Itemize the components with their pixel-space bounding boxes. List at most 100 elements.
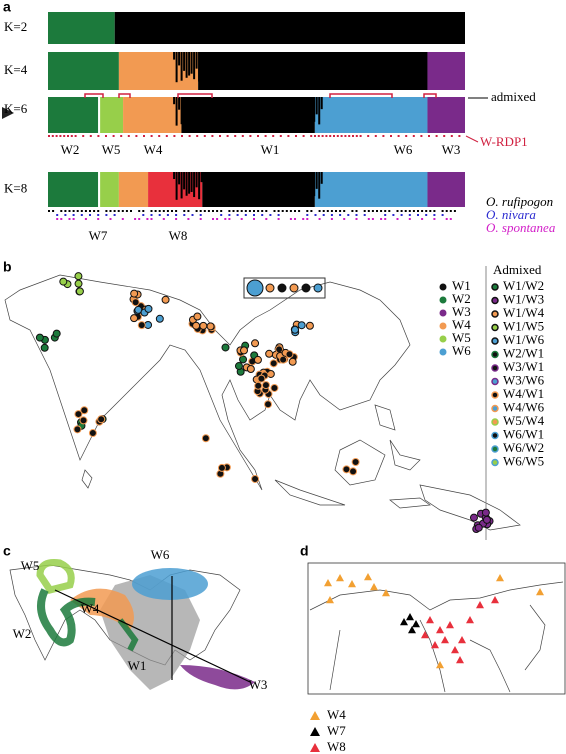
sample-triangle	[446, 621, 454, 629]
structure-bar	[278, 52, 281, 77]
sample-triangle	[421, 631, 429, 639]
structure-bar	[268, 52, 271, 82]
structure-bar	[318, 52, 321, 81]
structure-bar	[225, 52, 228, 81]
sample-triangle	[400, 618, 408, 626]
structure-bar	[243, 172, 246, 189]
legend-label: W5/W4	[503, 413, 545, 428]
legend-label: W6/W5	[503, 453, 544, 468]
species-dot	[142, 210, 145, 212]
species-dot	[207, 210, 210, 212]
species-dot	[273, 210, 276, 212]
structure-bar	[208, 52, 211, 82]
legend-label: W6	[452, 343, 471, 358]
legend-dot	[491, 296, 499, 305]
structure-bar	[208, 97, 211, 126]
structure-bar	[268, 97, 271, 126]
sample-triangle	[436, 661, 444, 669]
species-dot	[412, 210, 415, 212]
species-dot	[433, 210, 436, 212]
structure-block	[427, 172, 465, 207]
species-dot	[253, 210, 255, 212]
structure-bar	[213, 172, 216, 198]
sample-dot	[277, 283, 287, 293]
sample-dot	[482, 515, 491, 524]
panel-label: d	[300, 543, 309, 559]
structure-bar	[253, 172, 256, 197]
sample-dot	[305, 321, 314, 330]
species-dot	[322, 210, 325, 212]
species-dot	[236, 210, 239, 212]
structure-bar	[173, 172, 176, 179]
species-dot	[146, 218, 149, 220]
structure-block	[48, 172, 99, 207]
legend-dot	[491, 350, 499, 359]
sample-dot	[52, 329, 61, 338]
structure-bar	[245, 52, 248, 79]
species-dot	[306, 214, 309, 216]
species-dot	[52, 210, 55, 212]
structure-bar	[313, 172, 316, 197]
species-dot	[371, 210, 374, 212]
rdp-dot	[59, 135, 62, 137]
legend-dot	[491, 364, 499, 372]
rdp-dot	[234, 135, 237, 137]
structure-bar	[293, 97, 296, 106]
rdp-dot	[405, 135, 408, 137]
sample-dot	[297, 321, 306, 330]
structure-bar	[310, 172, 313, 194]
species-dot	[60, 218, 63, 220]
structure-bar	[310, 97, 313, 119]
rdp-dot	[55, 135, 58, 137]
sample-dot	[88, 429, 97, 438]
structure-bar	[318, 97, 321, 125]
structure-bar	[238, 97, 241, 109]
legend-dot	[491, 431, 499, 440]
structure-bar	[300, 172, 303, 200]
rdp-dot	[329, 135, 332, 137]
structure-bar	[175, 172, 178, 200]
species-dot	[72, 210, 75, 212]
structure-bar	[193, 52, 196, 80]
rdp-dot	[458, 135, 461, 137]
structure-bar	[268, 172, 271, 200]
species-dot	[298, 210, 301, 212]
structure-bar	[265, 52, 268, 62]
species-dot	[445, 218, 448, 220]
species-dot	[277, 214, 280, 216]
panel-label: c	[3, 543, 11, 559]
structure-bar	[320, 172, 323, 184]
species-dot	[322, 214, 325, 216]
legend-dot	[439, 335, 447, 343]
species-dot	[388, 210, 391, 212]
species-dot	[376, 210, 378, 212]
group-label: W1	[128, 658, 147, 673]
rdp-dot	[348, 135, 351, 137]
rdp-dot	[257, 135, 259, 137]
inset-box	[243, 277, 326, 299]
sample-dot	[254, 381, 263, 390]
species-dot	[347, 214, 350, 216]
structure-bar	[190, 172, 193, 192]
structure-bar	[305, 97, 308, 123]
rdp-dot	[428, 135, 430, 137]
sample-dot	[261, 381, 270, 390]
species-dot	[453, 210, 456, 212]
species-dot	[84, 210, 87, 212]
species-dot	[253, 218, 255, 220]
structure-bar	[225, 172, 228, 199]
species-dot	[244, 210, 247, 212]
sample-triangle	[441, 636, 449, 644]
admixed-bracket	[329, 93, 393, 98]
structure-bar	[298, 97, 301, 109]
rdp-dot	[173, 135, 176, 137]
species-dot	[80, 214, 83, 216]
species-dot	[367, 210, 370, 212]
legend-label: W3/W1	[503, 359, 544, 374]
rdp-dot	[143, 135, 145, 137]
species-dot	[80, 210, 83, 212]
species-dot	[445, 210, 448, 212]
species-dot	[306, 218, 309, 220]
rdp-dot	[105, 135, 107, 137]
sample-dot	[279, 355, 288, 364]
